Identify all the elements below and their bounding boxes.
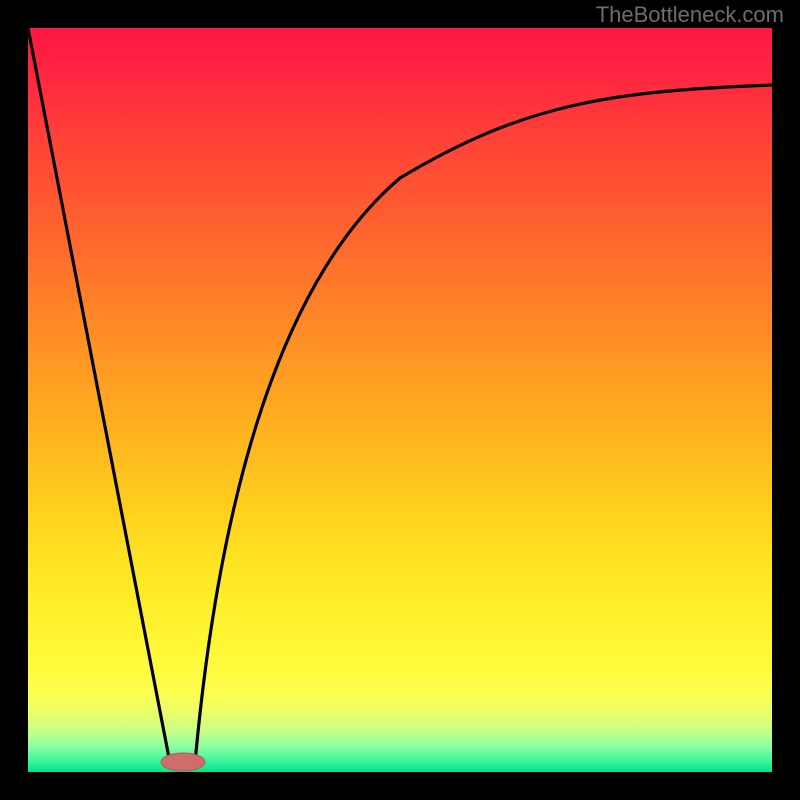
watermark-text: TheBottleneck.com xyxy=(596,2,784,27)
plot-area xyxy=(28,28,772,772)
valley-marker xyxy=(161,753,205,771)
chart-root: TheBottleneck.com xyxy=(0,0,800,800)
chart-svg: TheBottleneck.com xyxy=(0,0,800,800)
